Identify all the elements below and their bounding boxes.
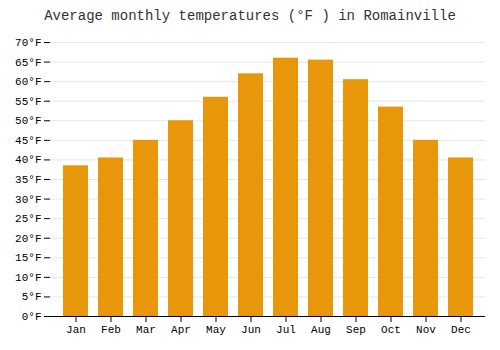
svg-text:Oct: Oct bbox=[381, 324, 401, 336]
svg-text:10°F: 10°F bbox=[15, 272, 41, 284]
svg-text:15°F: 15°F bbox=[15, 252, 41, 264]
svg-text:Jan: Jan bbox=[66, 324, 86, 336]
svg-text:Sep: Sep bbox=[346, 324, 366, 336]
svg-text:20°F: 20°F bbox=[15, 233, 41, 245]
svg-text:60°F: 60°F bbox=[15, 76, 41, 88]
svg-text:Jul: Jul bbox=[276, 324, 296, 336]
svg-text:Nov: Nov bbox=[416, 324, 436, 336]
svg-text:65°F: 65°F bbox=[15, 57, 41, 69]
svg-text:Apr: Apr bbox=[171, 324, 191, 336]
svg-text:70°F: 70°F bbox=[15, 37, 41, 49]
svg-text:5°F: 5°F bbox=[22, 291, 42, 303]
html-text:Average monthly temperatures (: Average monthly temperatures (°F ) in Ro… bbox=[44, 8, 456, 24]
svg-text:Feb: Feb bbox=[101, 324, 121, 336]
svg-text:55°F: 55°F bbox=[15, 96, 41, 108]
svg-text:40°F: 40°F bbox=[15, 154, 41, 166]
svg-text:35°F: 35°F bbox=[15, 174, 41, 186]
svg-text:0°F: 0°F bbox=[22, 311, 42, 323]
svg-text:25°F: 25°F bbox=[15, 213, 41, 225]
svg-text:Mar: Mar bbox=[136, 324, 156, 336]
svg-text:May: May bbox=[206, 324, 226, 336]
svg-text:Dec: Dec bbox=[451, 324, 471, 336]
svg-text:Aug: Aug bbox=[311, 324, 331, 336]
svg-text:30°F: 30°F bbox=[15, 194, 41, 206]
svg-text:50°F: 50°F bbox=[15, 115, 41, 127]
svg-text:45°F: 45°F bbox=[15, 135, 41, 147]
svg-text:Jun: Jun bbox=[241, 324, 261, 336]
